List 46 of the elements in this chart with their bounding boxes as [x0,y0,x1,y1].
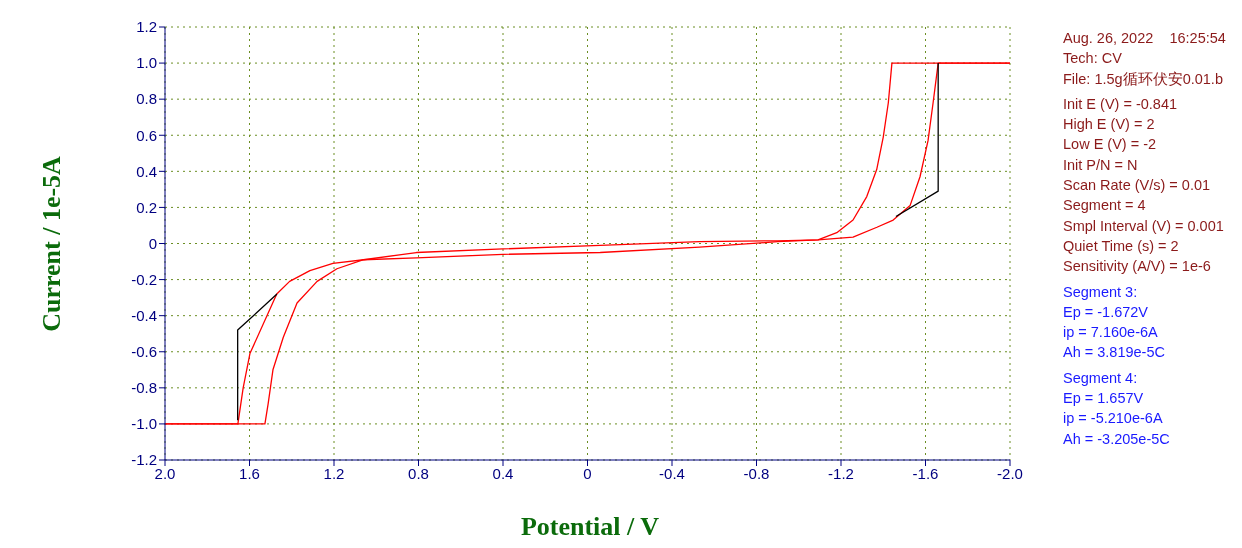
y-tick-label: -0.6 [131,343,157,361]
y-tick-label: 0 [148,234,157,252]
text: Init P/N = N [1063,155,1139,175]
y-tick-label: 1.2 [136,18,157,36]
text: ip = -5.210e-6A [1063,409,1164,429]
text: Segment 4: [1063,368,1139,388]
text: Scan Rate (V/s) = 0.01 [1063,176,1212,196]
y-tick-label: 0.8 [136,90,157,108]
x-tick-label: 1.2 [323,464,345,482]
y-tick-label: -1.2 [131,451,157,469]
y-tick-label: 0.6 [136,126,157,144]
x-tick-label: 0.8 [408,464,429,482]
text: Aug. 26, 2022 16:25:54 [1063,29,1226,48]
y-tick-label: 0.2 [136,198,157,216]
x-tick-label: -0.8 [743,464,770,482]
y-tick-label: -0.4 [131,306,157,324]
text: Ah = -3.205e-5C [1063,429,1171,449]
x-tick-label: 2.0 [154,464,176,482]
text: Ah = 3.819e-5C [1063,343,1166,363]
text: Ep = 1.657V [1063,389,1145,409]
x-tick-label: -1.2 [828,464,854,482]
y-tick-label: -0.2 [131,270,157,288]
text: Segment = 4 [1063,196,1147,216]
text: File: 1.5g循环伏安0.01.b [1063,69,1224,89]
text: Quiet Time (s) = 2 [1063,236,1180,256]
y-axis-title: Current / 1e-5A [37,156,67,332]
text: Sensitivity (A/V) = 1e-6 [1063,257,1212,277]
x-tick-label: -2.0 [997,464,1023,482]
text: Tech: CV [1063,49,1123,69]
y-tick-label: -0.8 [131,379,157,397]
y-tick-label: -1.0 [131,415,157,433]
x-tick-label: 0.4 [492,464,514,482]
text: High E (V) = 2 [1063,115,1156,135]
text: Ep = -1.672V [1063,302,1150,322]
text: Low E (V) = -2 [1063,135,1158,155]
x-tick-label: 0 [583,464,592,482]
text: Smpl Interval (V) = 0.001 [1063,216,1225,236]
x-tick-label: -1.6 [912,464,939,482]
y-tick-label: 0.4 [136,162,157,180]
y-tick-label: 1.0 [136,54,157,72]
text: Segment 3: [1063,282,1139,302]
x-tick-label: -0.4 [659,464,685,482]
x-axis-title: Potential / V [519,512,661,542]
x-tick-label: 1.6 [239,464,260,482]
text: Init E (V) = -0.841 [1063,94,1179,114]
text: ip = 7.160e-6A [1063,323,1159,343]
